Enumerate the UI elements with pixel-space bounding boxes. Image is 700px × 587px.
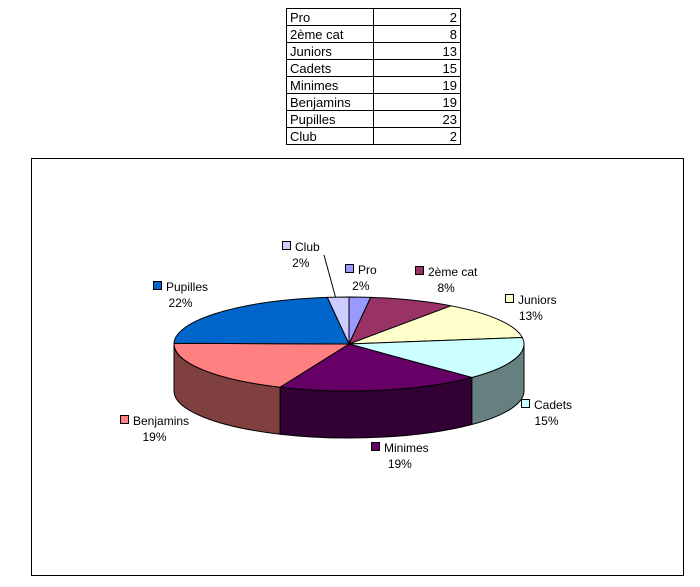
label-swatch	[120, 415, 129, 424]
data-label-cadets: Cadets 15%	[521, 397, 572, 429]
table-category-cell: 2ème cat	[286, 25, 374, 43]
table-value-cell: 8	[373, 25, 461, 43]
table-value-cell: 23	[373, 110, 461, 128]
table-value-cell: 2	[373, 127, 461, 145]
label-percent: 22%	[168, 296, 193, 310]
label-category: Pupilles	[166, 280, 209, 294]
label-category: Pro	[358, 263, 377, 277]
label-swatch	[521, 399, 530, 408]
data-label-juniors: Juniors 13%	[505, 292, 557, 324]
table-value-cell: 2	[373, 8, 461, 26]
table-category-cell: Pupilles	[286, 110, 374, 128]
label-category: 2ème cat	[428, 265, 478, 279]
table-category-cell: Juniors	[286, 42, 374, 60]
table-value-cell: 15	[373, 59, 461, 77]
label-category: Benjamins	[133, 414, 190, 428]
table-row: Pupilles 23	[286, 110, 461, 128]
table-body: Pro 2 2ème cat 8 Juniors 13 Cadets 15 Minimes 19 B…	[286, 8, 461, 145]
label-percent: 2%	[292, 256, 310, 270]
label-category: Cadets	[534, 398, 573, 412]
label-percent: 13%	[518, 309, 543, 323]
table-value-cell: 13	[373, 42, 461, 60]
table-row: Pro 2	[286, 8, 461, 26]
data-label-benjamins: Benjamins 19%	[120, 413, 189, 445]
table-category-cell: Pro	[286, 8, 374, 26]
data-label-minimes: Minimes 19%	[371, 440, 429, 472]
data-table: Pro 2 2ème cat 8 Juniors 13 Cadets 15 Minimes 19 B…	[286, 8, 461, 145]
data-label-deuxieme-cat: 2ème cat 8%	[415, 264, 477, 296]
label-swatch	[371, 442, 380, 451]
table-category-cell: Cadets	[286, 59, 374, 77]
label-percent: 2%	[352, 279, 370, 293]
data-label-club: Club 2%	[282, 239, 320, 271]
table-row: Juniors 13	[286, 42, 461, 60]
table-row: Club 2	[286, 127, 461, 145]
data-label-pupilles: Pupilles 22%	[153, 279, 208, 311]
label-swatch	[345, 264, 354, 273]
data-label-pro: Pro 2%	[345, 262, 377, 294]
label-category: Juniors	[518, 293, 557, 307]
table-value-cell: 19	[373, 76, 461, 94]
table-category-cell: Benjamins	[286, 93, 374, 111]
table-row: Minimes 19	[286, 76, 461, 94]
label-category: Club	[295, 240, 320, 254]
label-percent: 15%	[534, 414, 559, 428]
label-percent: 8%	[437, 281, 455, 295]
label-percent: 19%	[387, 457, 412, 471]
table-row: 2ème cat 8	[286, 25, 461, 43]
label-swatch	[153, 281, 162, 290]
label-category: Minimes	[384, 441, 429, 455]
table-row: Cadets 15	[286, 59, 461, 77]
label-percent: 19%	[142, 430, 167, 444]
label-swatch	[505, 294, 514, 303]
table-category-cell: Club	[286, 127, 374, 145]
table-category-cell: Minimes	[286, 76, 374, 94]
table-row: Benjamins 19	[286, 93, 461, 111]
chart-area	[31, 158, 684, 576]
label-swatch	[415, 266, 424, 275]
label-swatch	[282, 241, 291, 250]
table-value-cell: 19	[373, 93, 461, 111]
